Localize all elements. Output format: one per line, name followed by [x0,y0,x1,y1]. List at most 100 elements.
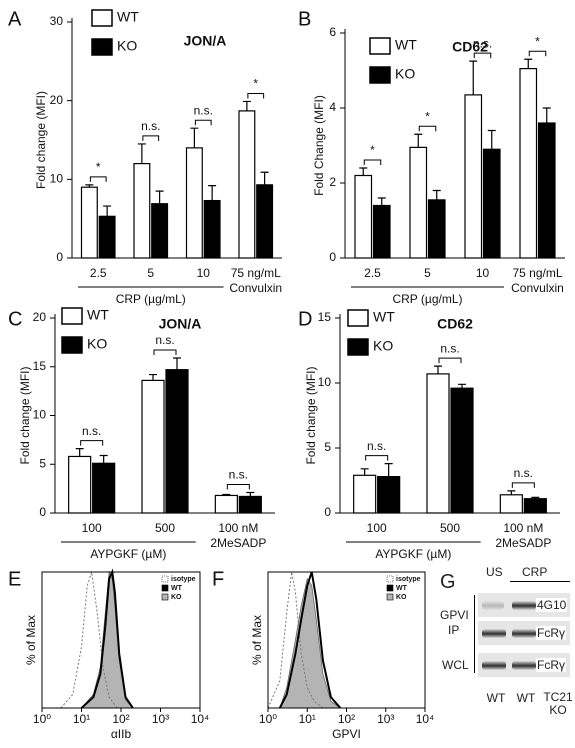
bar [238,110,256,259]
y-tick-label: 20 [33,310,47,324]
error-bar [531,496,540,499]
legend-label: KO [171,594,182,601]
bar [92,462,116,514]
bracket [510,581,570,582]
bar [203,199,221,259]
error-bar [85,184,94,188]
legend-swatch [91,9,113,27]
x-axis-label: GPVI [332,727,361,741]
legend-swatch [91,38,113,56]
bar [214,494,238,514]
x-tick-label: 500 [155,521,175,535]
x-tick-label: 10 [476,266,490,280]
error-bar [190,127,199,148]
legend-label: isotype [396,576,421,583]
x-tick-label: 75 ng/mL [231,266,281,280]
legend-swatch [369,37,391,55]
band [482,661,506,670]
histogram-line [279,577,342,709]
histogram-line [267,571,324,709]
legend-swatch [347,338,369,356]
bar [80,186,98,259]
x-tick-label: 10³ [377,712,394,726]
error-bar [99,454,108,464]
legend-label: WT [117,9,139,25]
bar [426,373,450,514]
x-tick-label: 75 ng/mL [512,266,562,280]
error-bar [524,58,533,69]
x-tick-label: 10² [338,712,355,726]
x-tick-label: 10⁴ [191,712,210,726]
error-bar [222,493,231,496]
annotation: n.s. [473,36,492,50]
legend-swatch [347,309,369,327]
error-bar [377,197,386,206]
error-bar [359,167,368,176]
band [512,601,536,610]
legend-label: WT [396,585,408,592]
row-label: FcRγ [536,658,566,672]
ip-label: GPVI [440,608,469,622]
row-label: 4G10 [536,598,568,612]
annotation: * [253,77,258,91]
x-tick-label: 2.5 [90,266,107,280]
chart-title: JON/A [184,33,227,49]
bar [499,494,523,514]
legend-label: WT [395,37,417,53]
error-bar [149,373,157,381]
error-bar [434,365,442,374]
bracket [365,455,389,461]
legend-label: WT [171,585,183,592]
bar [151,203,169,259]
x-tick-label: 10⁰ [33,712,51,726]
ip-label: IP [448,623,460,637]
bracket [194,119,212,126]
y-tick-label: 15 [318,310,332,324]
bracket [473,52,492,59]
y-tick-label: 4 [329,100,336,114]
legend-label: KO [395,66,415,82]
legend-swatch [161,584,169,592]
x-axis-label: 2MeSADP [495,536,551,550]
error-bar [173,357,181,370]
legend-swatch [161,575,169,583]
x-tick-label: 10¹ [299,712,316,726]
annotation: n.s. [82,424,101,438]
bar [427,199,446,259]
legend-label: KO [373,338,393,354]
error-bar [155,190,164,204]
y-axis-label: Fold change (MFI) [304,366,318,464]
legend-swatch [386,575,394,583]
annotation: n.s. [367,439,386,453]
error-bar [469,60,478,95]
x-axis-label: Convulxin [229,281,282,295]
x-tick-label: 100 [367,521,387,535]
bracket [80,440,104,446]
error-bar [242,100,251,111]
error-bar [432,189,441,200]
x-tick-label: 5 [147,266,154,280]
histogram-line [278,571,342,709]
row-group: WCL [442,658,469,672]
x-tick-label: 100 nM [503,521,543,535]
panel-letter: E [8,568,21,590]
y-tick-label: 10 [50,172,64,186]
band [512,661,536,670]
panel-letter: D [298,308,312,330]
panel-letter: C [8,308,22,330]
x-tick-label: 10 [197,266,211,280]
chart-title: JON/A [159,316,202,332]
bar [185,147,203,259]
divider [474,595,475,673]
error-bar [208,185,217,201]
error-bar [542,107,551,123]
error-bar [260,171,269,185]
legend-swatch [386,593,394,601]
error-bar [246,491,255,497]
error-bar [487,129,496,150]
y-axis-label: Fold change (MFI) [34,91,48,189]
x-axis-label: 2MeSADP [210,536,266,550]
y-axis-label: % of Max [24,615,38,665]
legend-label: KO [87,336,107,352]
